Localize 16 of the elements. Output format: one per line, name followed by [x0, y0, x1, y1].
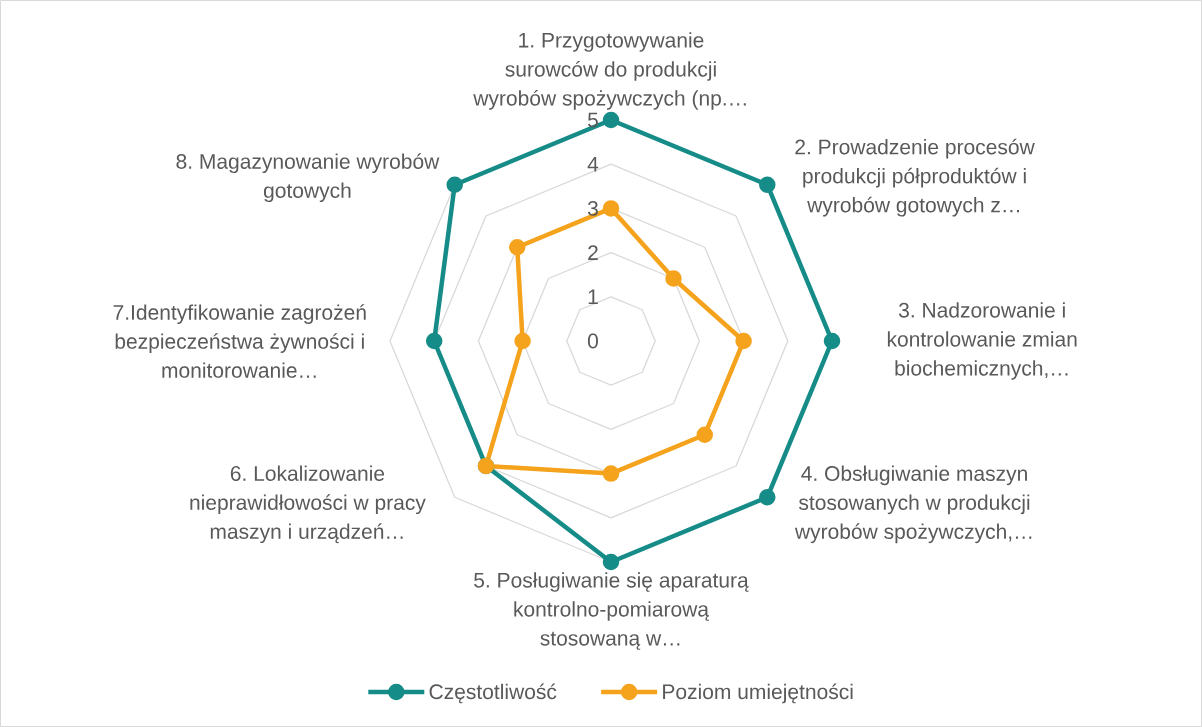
- spoke-label: 6. Lokalizowanie nieprawidłowości w pracy maszyn i urządzeń…: [190, 465, 426, 544]
- spoke-label: 8. Magazynowanie wyrobów gotowych: [176, 153, 440, 203]
- legend-label: Poziom umiejętności: [663, 683, 853, 704]
- y-tick-label: 1: [588, 289, 598, 305]
- spoke-label: 4. Obsługiwanie maszyn stosowanych w produkcji wyrobów spożywczych,…: [794, 465, 1032, 544]
- spoke-label: 3. Nadzorowanie i kontrolowanie zmian biochemicznych,…: [887, 302, 1077, 380]
- y-tick-label: 3: [587, 200, 598, 216]
- spoke-label: 5. Posługiwanie się aparaturą kontrolno-pomiarową stosowaną w…: [474, 572, 749, 650]
- spoke-label: 1. Przygotowywanie surowców do produkcji wyrobów spożywczych (np.…: [473, 32, 746, 110]
- spoke-label: 2. Prowadzenie procesów produkcji półproduktów i wyrobów gotowych z…: [795, 138, 1035, 217]
- legend-label: Częstotliwość: [429, 683, 557, 704]
- y-tick-label: 0: [587, 333, 598, 349]
- y-tick-label: 4: [587, 156, 599, 172]
- y-tick-label: 2: [588, 245, 598, 260]
- spoke-label: 7.Identyfikowanie zagrożeń bezpieczeństwa żywności i monitorowanie…: [113, 304, 366, 378]
- y-tick-label: 5: [587, 112, 598, 128]
